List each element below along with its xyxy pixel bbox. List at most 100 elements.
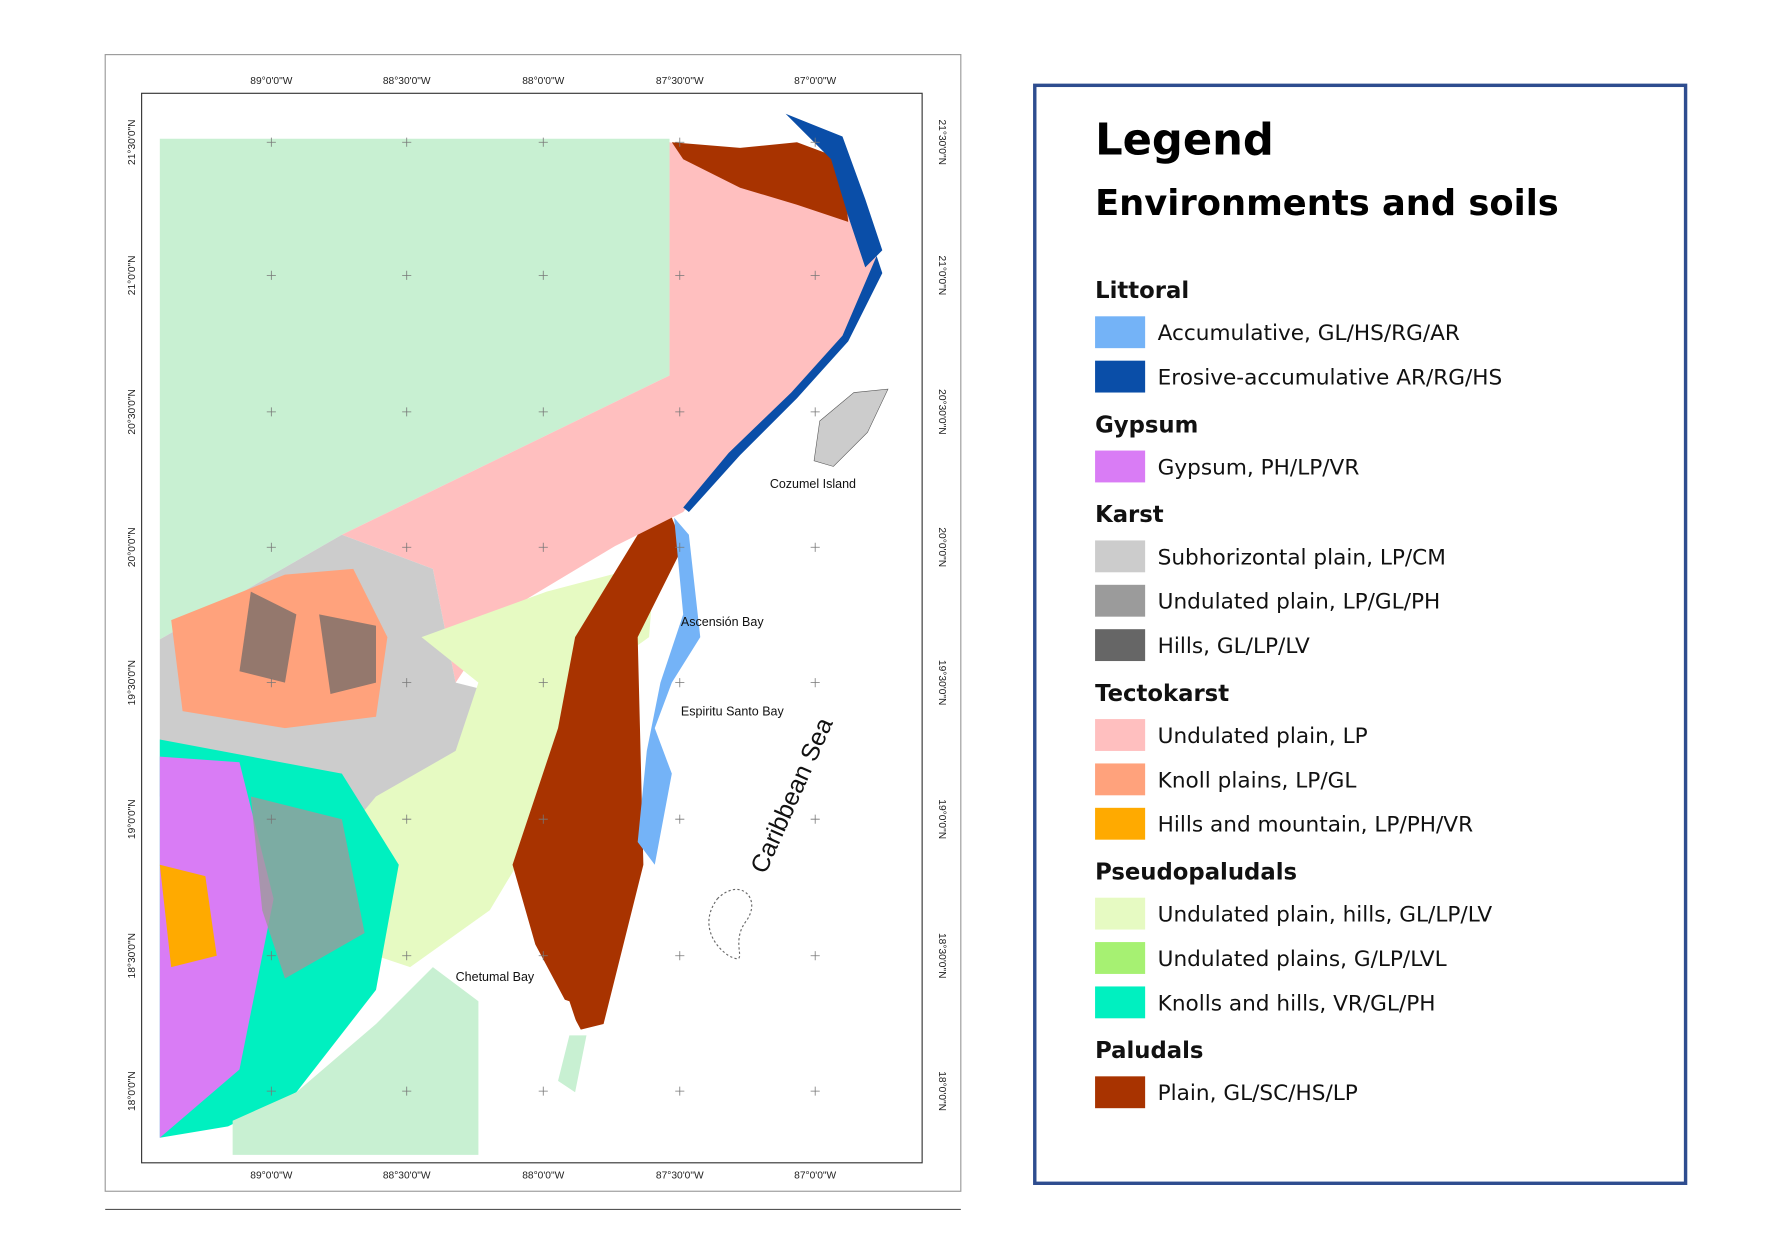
- legend-group: Littoral: [1095, 278, 1189, 304]
- legend-swatch: [1095, 986, 1146, 1019]
- y-tick-label: 20°0'0"N: [936, 527, 947, 567]
- grid-cross: [538, 407, 548, 417]
- place-label: Cozumel Island: [770, 477, 856, 491]
- legend-group: Paludals: [1095, 1038, 1203, 1064]
- grid-cross: [538, 137, 548, 147]
- legend-swatch: [1095, 584, 1146, 617]
- grid-cross: [402, 951, 412, 961]
- y-tick-label: 19°30'0"N: [936, 660, 947, 705]
- region: [785, 113, 883, 268]
- legend-items: Littoral Accumulative, GL/HS/RG/AR Erosive…: [1095, 278, 1503, 1109]
- grid-cross: [266, 1086, 276, 1096]
- y-tick-label: 18°0'0"N: [936, 1071, 947, 1111]
- x-tick-label: 87°0'0"W: [794, 76, 836, 87]
- grid-cross: [538, 270, 548, 280]
- region: [319, 614, 377, 695]
- map-body: [141, 92, 923, 1164]
- legend-subtitle: Environments and soils: [1095, 183, 1559, 224]
- grid-cross: [402, 407, 412, 417]
- grid-cross: [402, 137, 412, 147]
- region: [159, 756, 274, 1138]
- grid-cross: [402, 814, 412, 824]
- grid-cross: [810, 951, 820, 961]
- grid-cross: [266, 678, 276, 688]
- legend-swatch: [1095, 450, 1146, 483]
- x-tick-label: 89°0'0"W: [250, 1171, 292, 1182]
- grid-cross: [810, 814, 820, 824]
- legend-label: Erosive-accumulative AR/RG/HS: [1158, 366, 1503, 391]
- x-tick-label: 87°0'0"W: [794, 1171, 836, 1182]
- legend-group: Tectokarst: [1095, 681, 1229, 707]
- x-tick-label: 88°30'0"W: [383, 76, 431, 87]
- grid-cross: [538, 542, 548, 552]
- legend-label: Knoll plains, LP/GL: [1158, 768, 1357, 793]
- legend-swatch: [1095, 1076, 1146, 1109]
- legend-label: Knolls and hills, VR/GL/PH: [1158, 991, 1436, 1016]
- grid-cross: [266, 407, 276, 417]
- legend-label: Plain, GL/SC/HS/LP: [1158, 1081, 1358, 1106]
- grid-cross: [675, 407, 685, 417]
- legend-label: Undulated plain, hills, GL/LP/LV: [1158, 903, 1493, 928]
- y-tick-label: 21°30'0"N: [936, 119, 947, 164]
- x-tick-label: 88°0'0"W: [522, 76, 564, 87]
- y-tick-label: 21°0'0"N: [936, 255, 947, 295]
- region: [159, 864, 217, 968]
- legend-label: Accumulative, GL/HS/RG/AR: [1158, 321, 1460, 346]
- grid-cross: [266, 814, 276, 824]
- region: [558, 1035, 587, 1093]
- x-tick-label: 89°0'0"W: [250, 76, 292, 87]
- legend-label: Subhorizontal plain, LP/CM: [1158, 545, 1446, 570]
- grid-cross: [675, 542, 685, 552]
- legend-swatch: [1095, 540, 1146, 573]
- legend-group: Gypsum: [1095, 412, 1198, 438]
- x-tick-label: 87°30'0"W: [656, 1171, 704, 1182]
- grid-cross: [538, 1086, 548, 1096]
- y-tick-label: 18°30'0"N: [936, 933, 947, 978]
- grid-cross: [538, 678, 548, 688]
- y-tick-label: 21°30'0"N: [127, 119, 138, 164]
- region: [637, 517, 701, 865]
- grid-cross: [810, 542, 820, 552]
- legend-label: Hills and mountain, LP/PH/VR: [1158, 813, 1473, 838]
- legend-label: Gypsum, PH/LP/VR: [1158, 455, 1360, 480]
- x-tick-label: 88°30'0"W: [383, 1171, 431, 1182]
- y-tick-label: 18°0'0"N: [127, 1071, 138, 1111]
- legend-label: Undulated plain, LP/GL/PH: [1158, 590, 1441, 615]
- y-tick-label: 19°0'0"N: [936, 799, 947, 839]
- map-ticks: 89°0'0"W 89°0'0"W 88°30'0"W 88°30'0"W 88°0'0…: [127, 76, 947, 1182]
- legend-swatch: [1095, 629, 1146, 662]
- region: [671, 142, 849, 222]
- region: [341, 142, 877, 683]
- legend-title: Legend: [1095, 116, 1274, 166]
- island: [813, 388, 889, 467]
- legend-swatch: [1095, 897, 1146, 930]
- grid-cross: [810, 1086, 820, 1096]
- grid-cross: [675, 678, 685, 688]
- legend-swatch: [1095, 942, 1146, 974]
- grid-cross: [402, 270, 412, 280]
- legend-label: Undulated plains, G/LP/LVL: [1158, 947, 1447, 972]
- legend-swatch: [1095, 316, 1146, 349]
- legend-label: Undulated plain, LP: [1158, 724, 1368, 749]
- legend-swatch: [1095, 360, 1146, 393]
- grid-cross: [810, 678, 820, 688]
- region: [159, 138, 670, 640]
- y-tick-label: 21°0'0"N: [127, 255, 138, 295]
- y-tick-label: 19°0'0"N: [127, 799, 138, 839]
- grid-cross: [402, 1086, 412, 1096]
- y-tick-label: 20°0'0"N: [127, 527, 138, 567]
- grid-cross: [810, 407, 820, 417]
- grid-cross: [675, 270, 685, 280]
- legend-group: Pseudopaludals: [1095, 859, 1297, 885]
- grid-cross: [538, 951, 548, 961]
- region: [250, 796, 365, 979]
- legend-swatch: [1095, 719, 1146, 751]
- grid-cross: [538, 814, 548, 824]
- grid-cross: [266, 542, 276, 552]
- region: [239, 591, 297, 683]
- region: [683, 255, 883, 512]
- legend-swatch: [1095, 807, 1146, 840]
- grid-cross: [675, 814, 685, 824]
